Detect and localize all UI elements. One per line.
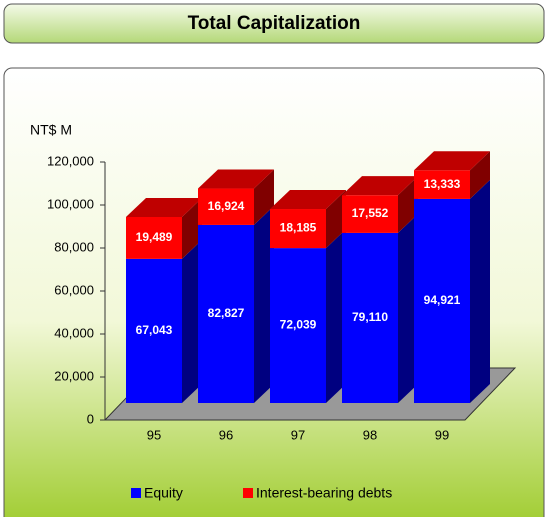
- bar-top: [342, 176, 418, 196]
- bar-side: [326, 229, 346, 403]
- y-tick-label: 120,000: [47, 153, 94, 168]
- data-label: 82,827: [208, 306, 245, 320]
- bar-side: [254, 205, 274, 403]
- data-label: 13,333: [424, 177, 461, 191]
- bar: [414, 170, 470, 199]
- y-tick-label: 20,000: [54, 368, 94, 383]
- bar: [198, 224, 254, 403]
- bar-side: [254, 169, 274, 225]
- x-tick-label: 99: [435, 427, 449, 442]
- y-tick-label: 100,000: [47, 196, 94, 211]
- data-label: 67,043: [136, 323, 173, 337]
- legend-label: Equity: [144, 485, 183, 501]
- bar-side: [182, 197, 202, 259]
- data-label: 17,552: [352, 206, 389, 220]
- bar: [270, 248, 326, 403]
- y-tick-label: 40,000: [54, 325, 94, 340]
- data-label: 19,489: [136, 230, 173, 244]
- bar-top: [126, 197, 202, 217]
- bar-side: [398, 213, 418, 403]
- data-label: 79,110: [352, 310, 388, 324]
- y-tick-label: 80,000: [54, 239, 94, 254]
- bar-side: [470, 179, 490, 403]
- legend-label: Interest-bearing debts: [256, 485, 392, 501]
- bar: [342, 195, 398, 233]
- y-axis-label: NT$ M: [30, 122, 72, 138]
- bar: [414, 198, 470, 403]
- x-tick-label: 95: [147, 427, 161, 442]
- data-label: 18,185: [280, 221, 317, 235]
- y-tick-label: 60,000: [54, 282, 94, 297]
- bar: [126, 216, 182, 259]
- bar-side: [182, 239, 202, 403]
- bar: [126, 258, 182, 403]
- bar: [342, 232, 398, 403]
- legend-swatch: [131, 488, 141, 498]
- x-tick-label: 96: [219, 427, 233, 442]
- bar: [198, 188, 254, 225]
- bar-top: [414, 151, 490, 171]
- bar-side: [326, 190, 346, 249]
- data-label: 94,921: [424, 293, 461, 307]
- legend-swatch: [243, 488, 253, 498]
- bar-top: [270, 190, 346, 210]
- data-label: 72,039: [280, 318, 317, 332]
- bar-top: [198, 169, 274, 189]
- chart-title: Total Capitalization: [188, 13, 361, 34]
- bar-side: [398, 176, 418, 233]
- header-box: [3, 3, 545, 44]
- y-tick-label: 0: [87, 411, 94, 426]
- data-label: 16,924: [208, 199, 245, 213]
- bar: [270, 209, 326, 249]
- x-tick-label: 98: [363, 427, 377, 442]
- x-tick-label: 97: [291, 427, 305, 442]
- bar-side: [470, 151, 490, 199]
